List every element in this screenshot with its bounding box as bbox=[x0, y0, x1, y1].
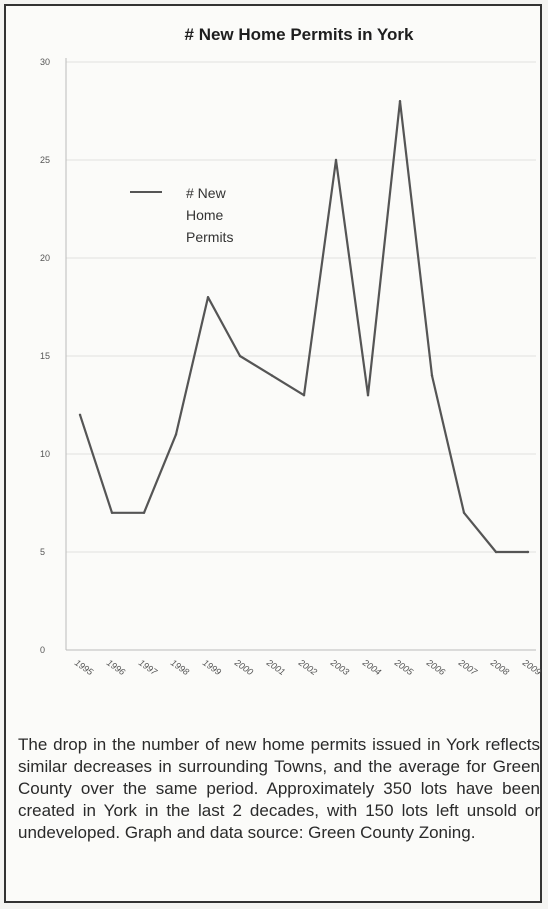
y-ticks: 0 5 10 15 20 25 30 bbox=[40, 57, 50, 655]
data-point bbox=[398, 100, 402, 103]
x-tick-label: 2009 bbox=[520, 657, 543, 677]
x-tick-label: 2001 bbox=[264, 657, 287, 677]
series-line bbox=[78, 100, 528, 554]
x-tick-label: 2008 bbox=[488, 657, 511, 677]
data-point bbox=[366, 394, 370, 397]
y-tick-label: 0 bbox=[40, 645, 45, 655]
y-tick-label: 20 bbox=[40, 253, 50, 263]
x-tick-label: 1997 bbox=[137, 657, 160, 677]
data-point bbox=[78, 413, 82, 416]
figure-frame: # New Home Permits in York 0 5 10 15 20 25 30 … bbox=[4, 4, 543, 903]
data-point bbox=[270, 374, 274, 377]
grid bbox=[66, 61, 536, 553]
x-tick-label: 2005 bbox=[392, 657, 416, 678]
y-tick-label: 5 bbox=[40, 547, 45, 557]
data-point bbox=[430, 374, 434, 377]
data-point bbox=[206, 296, 210, 299]
data-point bbox=[174, 433, 178, 436]
legend: # New Home Permits bbox=[130, 185, 233, 245]
x-tick-label: 1995 bbox=[73, 657, 96, 677]
x-tick-label: 2002 bbox=[296, 657, 319, 677]
x-tick-label: 2003 bbox=[328, 657, 351, 677]
series-group bbox=[78, 100, 530, 554]
x-ticks: 1995 1996 1997 1998 1999 2000 2001 2002 2003 2004… bbox=[73, 657, 543, 678]
legend-label-line-2: Home bbox=[186, 207, 224, 223]
y-tick-label: 30 bbox=[40, 57, 50, 67]
data-point bbox=[462, 511, 466, 514]
x-tick-label: 2007 bbox=[456, 657, 480, 678]
data-point bbox=[302, 394, 306, 397]
y-tick-label: 25 bbox=[40, 155, 50, 165]
y-tick-label: 15 bbox=[40, 351, 50, 361]
data-point bbox=[526, 550, 530, 554]
axes bbox=[65, 58, 536, 651]
x-tick-label: 1998 bbox=[169, 657, 191, 677]
figure-caption: The drop in the number of new home permi… bbox=[18, 735, 540, 842]
y-tick-label: 10 bbox=[40, 449, 50, 459]
x-tick-label: 1999 bbox=[201, 657, 223, 677]
chart-title: # New Home Permits in York bbox=[185, 25, 414, 44]
x-tick-label: 1996 bbox=[105, 657, 127, 677]
legend-label-line-3: Permits bbox=[186, 229, 233, 245]
x-tick-label: 2006 bbox=[424, 657, 447, 677]
data-point bbox=[494, 550, 498, 554]
x-tick-label: 2000 bbox=[232, 657, 255, 677]
data-point bbox=[110, 511, 114, 514]
data-point bbox=[238, 354, 242, 358]
legend-label-line-1: # New bbox=[186, 185, 227, 201]
data-point bbox=[142, 511, 146, 514]
data-point bbox=[334, 158, 338, 162]
x-tick-label: 2004 bbox=[360, 657, 383, 677]
line-chart: # New Home Permits in York 051015202530 … bbox=[40, 25, 543, 678]
